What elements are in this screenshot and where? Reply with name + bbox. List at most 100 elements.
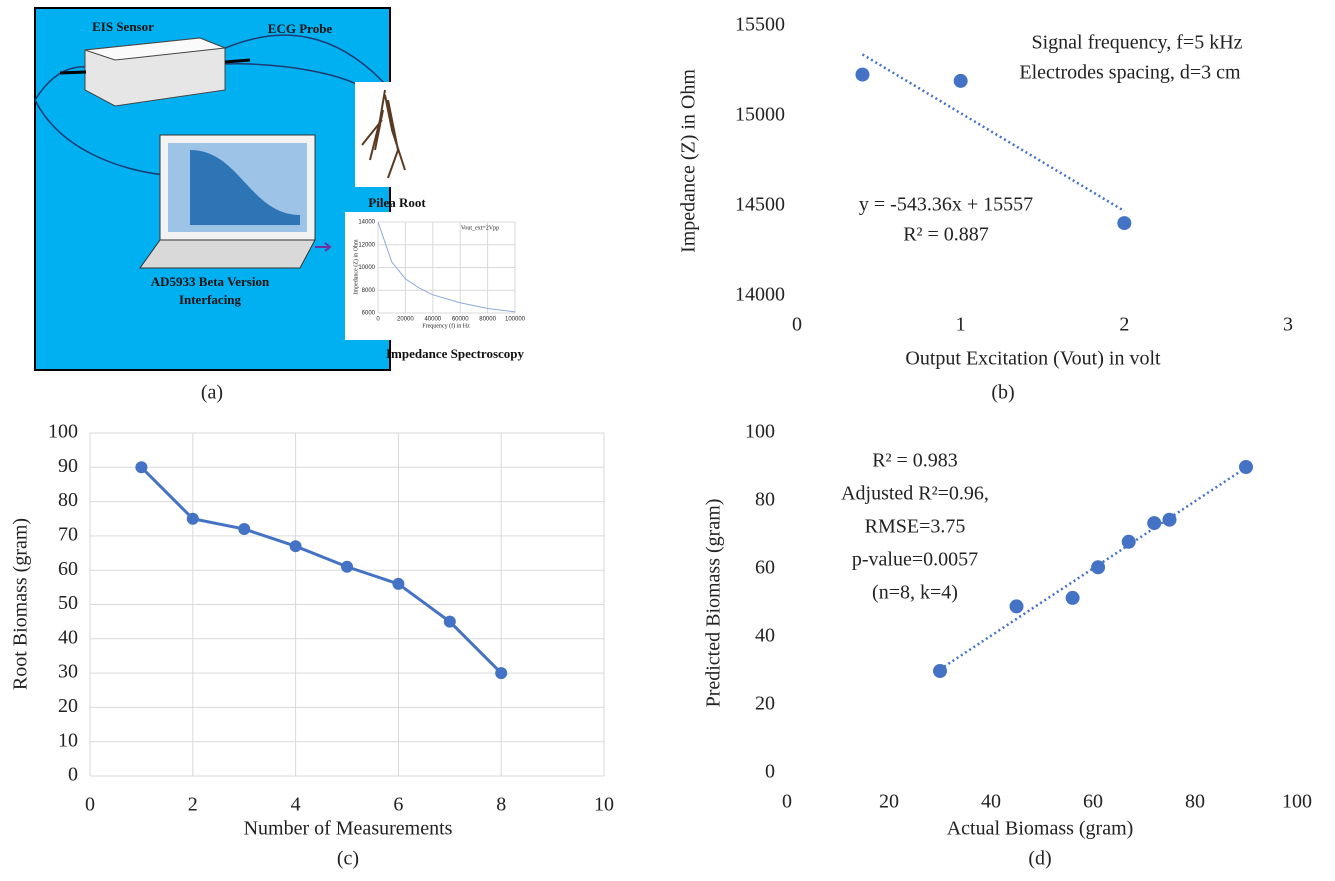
- y-tick-label: 60: [58, 558, 78, 580]
- y-tick-label: 90: [58, 455, 78, 477]
- marker: [443, 615, 456, 628]
- y-tick-label: 14000: [358, 220, 375, 226]
- y-tick-label: 80: [58, 489, 78, 511]
- diagram: EIS Sensor ECG Probe Pilea Root AD5933 B…: [34, 7, 525, 404]
- root: [361, 89, 406, 179]
- annotation: p-value=0.0057: [852, 549, 978, 571]
- point: [1065, 590, 1080, 605]
- eis-sensor-top: [84, 37, 226, 61]
- x-tick-label: 60: [1083, 791, 1103, 813]
- cable: [59, 70, 87, 75]
- point: [1091, 560, 1106, 575]
- caption: (b): [991, 382, 1014, 404]
- diagram-label: EIS Sensor: [92, 19, 154, 34]
- x-tick-label: 2: [188, 794, 198, 816]
- marker: [341, 560, 353, 573]
- y-tick-label: 80: [755, 489, 775, 511]
- marker: [289, 540, 302, 553]
- point: [1117, 216, 1132, 231]
- x-tick-label: 2: [1119, 314, 1129, 336]
- y-tick-label: 8000: [362, 288, 376, 294]
- diagram-label: Pilea Root: [368, 195, 426, 210]
- point: [1239, 460, 1253, 474]
- x-tick-label: 40: [981, 791, 1001, 813]
- x-tick-label: 60000: [452, 317, 469, 323]
- y-axis-label: Impedance (Z) in Ohm: [678, 69, 700, 253]
- y-axis-label: Impedance (Z) in Ohm: [352, 239, 359, 294]
- diagram-label: Interfacing: [179, 292, 242, 307]
- caption: (a): [201, 382, 223, 404]
- x-tick-label: 40000: [424, 317, 441, 323]
- arrow: [315, 242, 332, 252]
- x-axis-label: Number of Measurements: [244, 818, 453, 840]
- laptop-keyboard: [139, 239, 316, 269]
- y-tick-label: 0: [765, 761, 775, 783]
- annotation: Electrodes spacing, d=3 cm: [1019, 62, 1241, 84]
- y-tick-label: 70: [58, 523, 78, 545]
- annotation: y = -543.36x + 15557: [859, 194, 1033, 216]
- point: [1162, 512, 1177, 527]
- y-tick-label: 20: [755, 693, 775, 715]
- point: [933, 664, 947, 678]
- line: [377, 221, 516, 313]
- y-tick-label: 100: [745, 421, 775, 443]
- y-tick-label: 15500: [735, 14, 785, 36]
- x-axis-label: Output Excitation (Vout) in volt: [905, 348, 1161, 370]
- x-tick-label: 3: [1283, 314, 1293, 336]
- legend-label: Vout_ext=2Vpp: [461, 225, 499, 231]
- y-tick-label: 10: [58, 729, 78, 751]
- x-tick-label: 80000: [479, 317, 496, 323]
- cable: [224, 58, 251, 64]
- wires: [34, 34, 396, 176]
- y-tick-label: 6000: [362, 311, 376, 317]
- y-tick-label: 12000: [358, 242, 375, 248]
- x-tick-label: 20: [879, 791, 899, 813]
- y-axis-label: Root Biomass (gram): [10, 518, 32, 690]
- trendline: [939, 466, 1247, 671]
- caption: (d): [1028, 848, 1051, 870]
- y-tick-label: 100: [48, 421, 78, 443]
- x-axis-label: Frequency (f) in Hz: [422, 322, 470, 329]
- annotation: Signal frequency, f=5 kHz: [1031, 32, 1242, 54]
- marker: [186, 512, 199, 525]
- annotation: R² = 0.887: [903, 224, 989, 246]
- x-tick-label: 4: [291, 794, 301, 816]
- line: [140, 466, 503, 675]
- y-tick-label: 0: [68, 764, 78, 786]
- x-tick-label: 0: [376, 317, 380, 323]
- annotation: (n=8, k=4): [872, 582, 958, 604]
- diagram-label: AD5933 Beta Version: [151, 274, 270, 289]
- marker: [495, 667, 508, 680]
- laptop-wave: [190, 150, 300, 225]
- point: [1121, 534, 1136, 549]
- trendline: [861, 53, 1125, 213]
- y-tick-label: 14000: [735, 284, 785, 306]
- y-tick-label: 14500: [735, 194, 785, 216]
- x-tick-label: 8: [496, 794, 506, 816]
- annotation: R² = 0.983: [872, 450, 958, 472]
- y-tick-label: 10000: [358, 265, 375, 271]
- y-tick-label: 15000: [735, 104, 785, 126]
- diagram-label: Impedance Spectroscopy: [386, 346, 525, 361]
- x-tick-label: 20000: [397, 317, 414, 323]
- annotation: Adjusted R²=0.96,: [841, 483, 989, 505]
- caption: (c): [337, 848, 359, 870]
- point: [1009, 599, 1024, 614]
- y-tick-label: 30: [58, 661, 78, 683]
- annotation: RMSE=3.75: [865, 516, 966, 538]
- x-tick-label: 100000: [505, 317, 526, 323]
- x-axis-label: Actual Biomass (gram): [947, 818, 1134, 840]
- y-tick-label: 40: [755, 625, 775, 647]
- x-tick-label: 80: [1185, 791, 1205, 813]
- y-tick-label: 60: [755, 557, 775, 579]
- diagram-label: ECG Probe: [268, 21, 333, 36]
- x-tick-label: 0: [85, 794, 95, 816]
- y-tick-label: 40: [58, 626, 78, 648]
- y-tick-label: 50: [58, 592, 78, 614]
- x-tick-label: 10: [594, 794, 614, 816]
- point: [1147, 516, 1162, 531]
- x-tick-label: 100: [1282, 791, 1312, 813]
- point: [855, 67, 870, 82]
- y-tick-label: 20: [58, 695, 78, 717]
